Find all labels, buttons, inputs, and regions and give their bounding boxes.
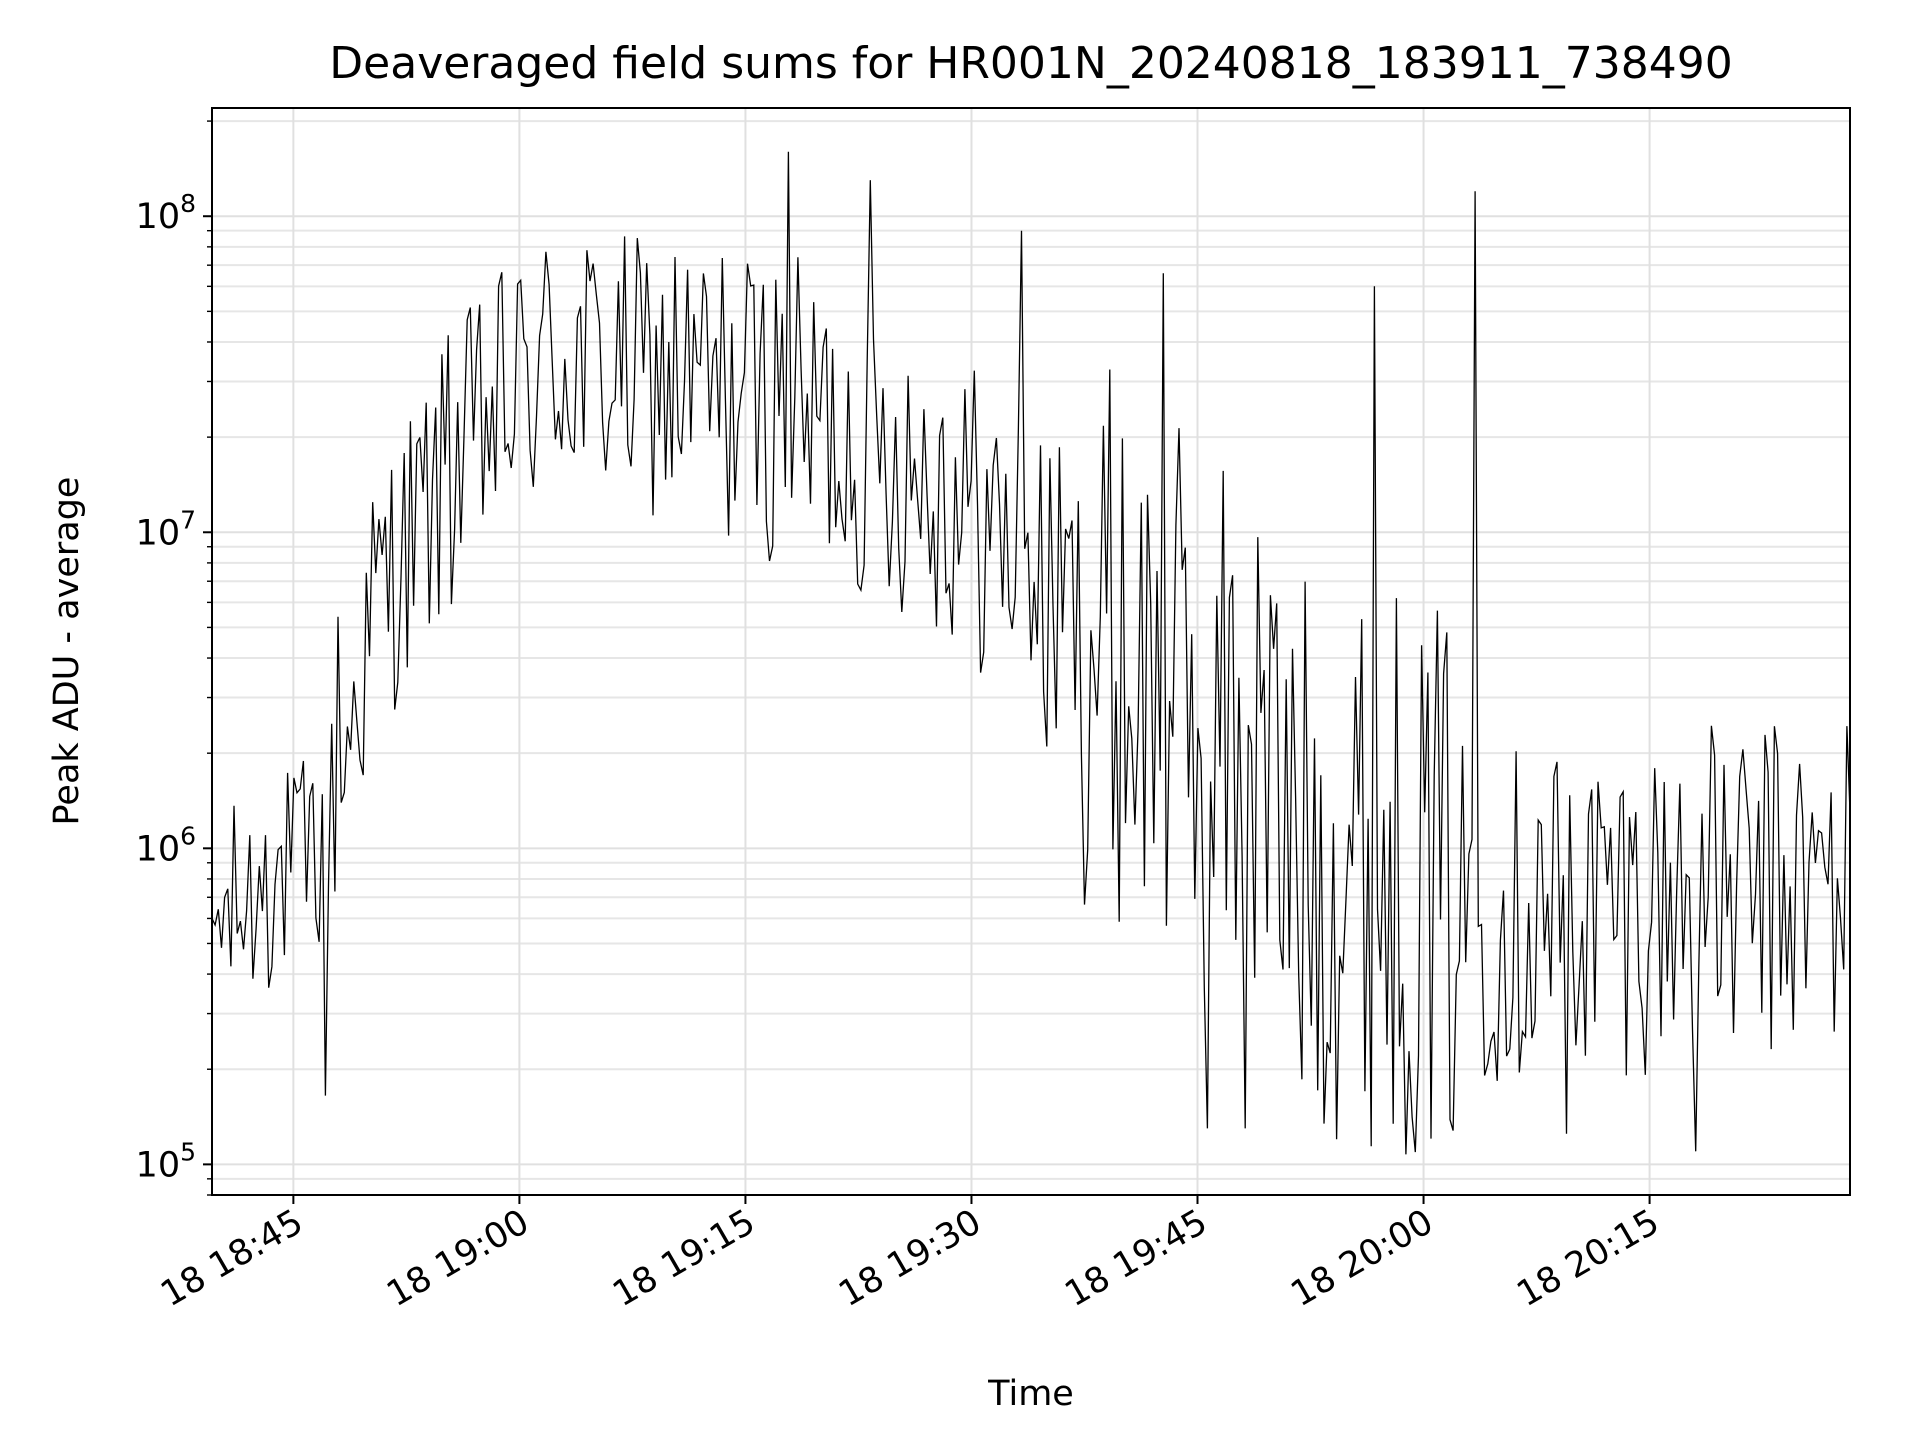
x-axis-label: Time (987, 1374, 1074, 1414)
series-line (211, 151, 1851, 1155)
y-tick-label: 106 (136, 821, 196, 869)
y-tick-label: 105 (136, 1137, 196, 1185)
data-series (211, 151, 1851, 1155)
chart-title: Deaveraged field sums for HR001N_2024081… (329, 38, 1732, 89)
y-tick-label: 107 (136, 505, 196, 553)
grid (212, 108, 1850, 1196)
axes-frame (211, 107, 1851, 1196)
y-tick-label: 108 (136, 189, 196, 237)
y-axis: 105 106 107 108 (136, 120, 212, 1196)
y-axis-label: Peak ADU - average (47, 477, 87, 826)
